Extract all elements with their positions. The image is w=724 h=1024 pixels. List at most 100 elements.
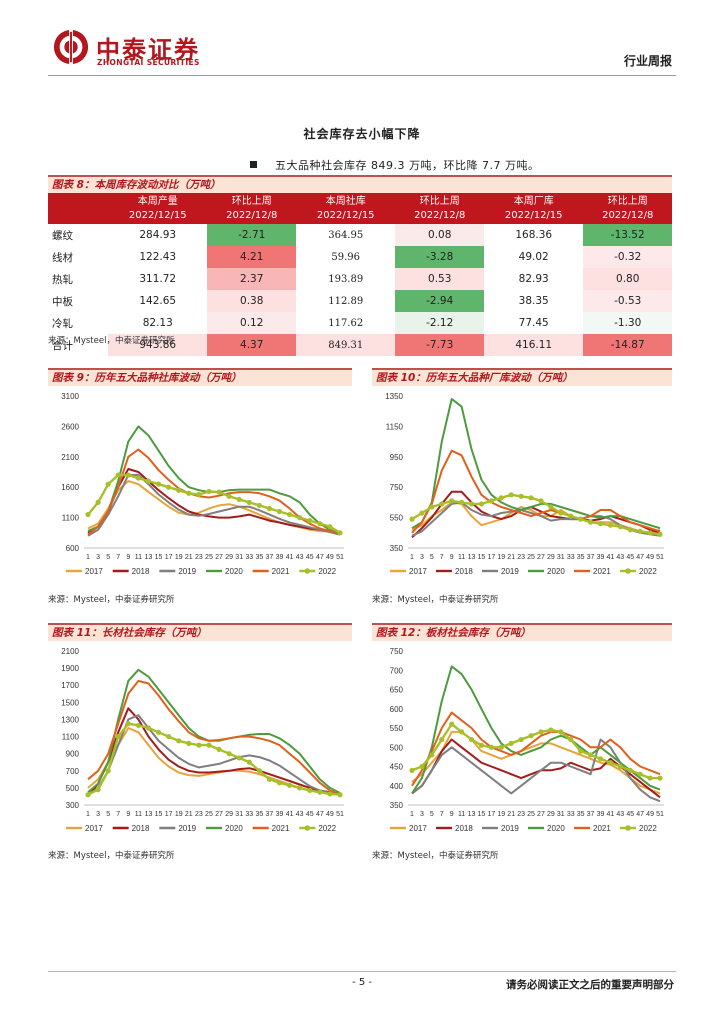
corner-cell — [48, 193, 108, 224]
series-point-2022 — [419, 510, 425, 516]
table-cell: -7.73 — [395, 334, 484, 356]
x-tick-label: 39 — [597, 811, 605, 818]
logo-mark-icon — [53, 29, 89, 65]
column-header-date: 2022/12/8 — [226, 209, 278, 221]
y-tick-label: 1600 — [61, 483, 79, 492]
x-tick-label: 21 — [185, 554, 193, 561]
series-point-2022 — [478, 501, 485, 507]
table-cell: 77.45 — [518, 317, 549, 329]
row-label: 热轧 — [52, 273, 73, 286]
x-tick-label: 45 — [626, 554, 634, 561]
series-point-2022 — [637, 528, 643, 534]
series-line-2019 — [87, 714, 341, 796]
y-tick-label: 750 — [390, 483, 404, 492]
table-header-row: 本周产量 2022/12/15 环比上周 2022/12/8 本周社库 2022/12/1… — [48, 193, 672, 224]
table-cell: 122.43 — [139, 251, 177, 263]
y-tick-label: 600 — [390, 705, 404, 714]
series-point-2022 — [587, 752, 594, 758]
series-point-2022 — [266, 776, 273, 782]
x-tick-label: 49 — [326, 811, 334, 818]
series-point-2022 — [518, 736, 524, 743]
x-tick-label: 27 — [215, 554, 223, 561]
x-tick-label: 43 — [616, 811, 624, 818]
series-point-2022 — [196, 742, 202, 748]
series-point-2022 — [528, 733, 534, 739]
table-cell: 82.93 — [518, 273, 549, 285]
table-row: 冷轧 82.13 0.12 117.62 -2.12 77.45 -1.30 — [48, 312, 672, 334]
series-point-2022 — [459, 729, 465, 735]
series-point-2022 — [95, 787, 101, 793]
series-point-2022 — [186, 490, 192, 496]
column-header: 本周厂库 2022/12/15 — [483, 193, 584, 224]
footer-divider — [48, 971, 676, 972]
column-header-date: 2022/12/15 — [128, 209, 187, 221]
series-line-2017 — [411, 730, 661, 795]
x-tick-label: 31 — [557, 554, 565, 561]
y-tick-label: 1350 — [385, 392, 403, 401]
series-point-2022 — [657, 531, 663, 537]
x-tick-label: 7 — [440, 811, 444, 818]
y-tick-label: 550 — [390, 724, 404, 733]
x-tick-label: 17 — [487, 554, 495, 561]
x-tick-label: 51 — [336, 811, 344, 818]
series-point-2022 — [297, 515, 303, 521]
series-line-2021 — [411, 711, 661, 787]
table-cell: -2.71 — [207, 224, 296, 246]
table-cell: 0.08 — [395, 224, 484, 246]
y-tick-label: 3100 — [61, 392, 79, 401]
column-header-date: 2022/12/8 — [414, 209, 466, 221]
x-tick-label: 21 — [507, 554, 515, 561]
x-tick-label: 35 — [255, 811, 263, 818]
table-cell: 849.31 — [295, 334, 396, 356]
x-tick-label: 5 — [106, 554, 110, 561]
x-tick-label: 33 — [567, 554, 575, 561]
x-tick-label: 1 — [86, 554, 90, 561]
series-point-2022 — [409, 767, 415, 773]
column-header: 环比上周 2022/12/8 — [395, 193, 484, 224]
series-point-2022 — [256, 502, 262, 509]
legend-label: 2021 — [593, 567, 611, 576]
y-tick-label: 700 — [66, 767, 80, 776]
x-tick-label: 51 — [656, 811, 664, 818]
series-line-2020 — [411, 665, 661, 794]
x-tick-label: 41 — [607, 811, 615, 818]
x-tick-label: 17 — [165, 554, 173, 561]
series-point-2022 — [597, 756, 604, 762]
series-point-2022 — [429, 504, 435, 510]
series-point-2022 — [617, 763, 623, 770]
table-cell: -0.32 — [583, 246, 672, 268]
row-label: 冷轧 — [52, 317, 73, 330]
series-point-2022 — [587, 519, 594, 525]
series-point-2022 — [145, 725, 152, 731]
x-tick-label: 15 — [478, 554, 486, 561]
x-tick-label: 3 — [420, 554, 424, 561]
table-cell: 364.95 — [328, 229, 364, 241]
x-tick-label: 23 — [195, 554, 203, 561]
legend-label: 2019 — [501, 567, 519, 576]
series-point-2022 — [115, 733, 121, 740]
column-header-title: 环比上周 — [231, 195, 272, 207]
series-point-2022 — [135, 722, 141, 729]
legend-label: 2022 — [639, 824, 657, 833]
series-point-2022 — [488, 498, 494, 504]
y-tick-label: 950 — [390, 453, 404, 462]
legend-label: 2022 — [318, 567, 336, 576]
x-tick-label: 29 — [225, 811, 233, 818]
x-tick-label: 43 — [296, 811, 304, 818]
table-cell: 112.89 — [328, 295, 364, 307]
legend-label: 2022 — [639, 567, 657, 576]
series-point-2022 — [196, 491, 202, 498]
y-tick-label: 400 — [390, 782, 404, 791]
series-point-2022 — [597, 521, 604, 527]
series-point-2022 — [568, 736, 574, 743]
y-tick-label: 550 — [390, 514, 404, 523]
footer-disclaimer: 请务必阅读正文之后的重要声明部分 — [506, 979, 674, 991]
series-point-2022 — [125, 472, 131, 478]
series-point-2022 — [176, 487, 182, 493]
series-point-2022 — [607, 522, 613, 528]
y-tick-label: 500 — [66, 784, 80, 793]
x-tick-label: 37 — [587, 554, 595, 561]
legend-label: 2018 — [132, 567, 150, 576]
x-tick-label: 15 — [478, 811, 486, 818]
